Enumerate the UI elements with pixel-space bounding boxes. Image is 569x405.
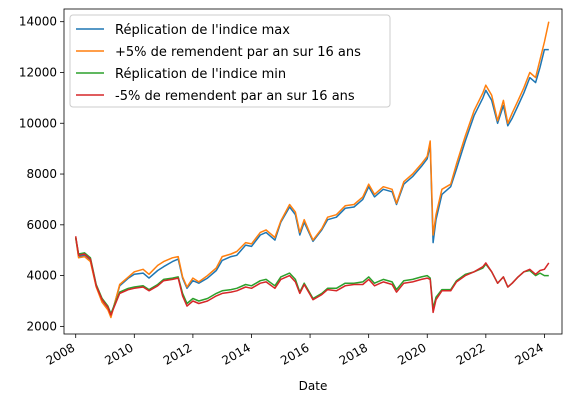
series-layer [74,21,550,319]
y-tick-label: 8000 [26,167,57,181]
series-line-2 [74,21,550,319]
y-tick-label: 4000 [26,269,57,283]
y-tick-label: 6000 [26,218,57,232]
y-axis: 2000 4000 6000 8000 10000 12000 14000 [19,15,64,333]
x-axis-label: Date [299,379,328,393]
legend: Réplication de l'indice max +5% de remend… [69,14,391,108]
y-tick-label: 12000 [19,65,57,79]
legend-entry: -5% de remendent par an sur 16 ans [115,89,355,104]
series-line-1 [74,48,549,317]
y-tick-label: 2000 [26,319,57,333]
series-line-4 [74,236,550,316]
legend-box [69,14,391,108]
legend-entry: +5% de remendent par an sur 16 ans [115,45,361,60]
legend-entry: Réplication de l'indice max [115,23,290,38]
y-tick-label: 14000 [19,15,57,29]
y-tick-label: 10000 [19,116,57,130]
plot-frame [63,8,563,335]
legend-entry: Réplication de l'indice min [115,67,286,82]
